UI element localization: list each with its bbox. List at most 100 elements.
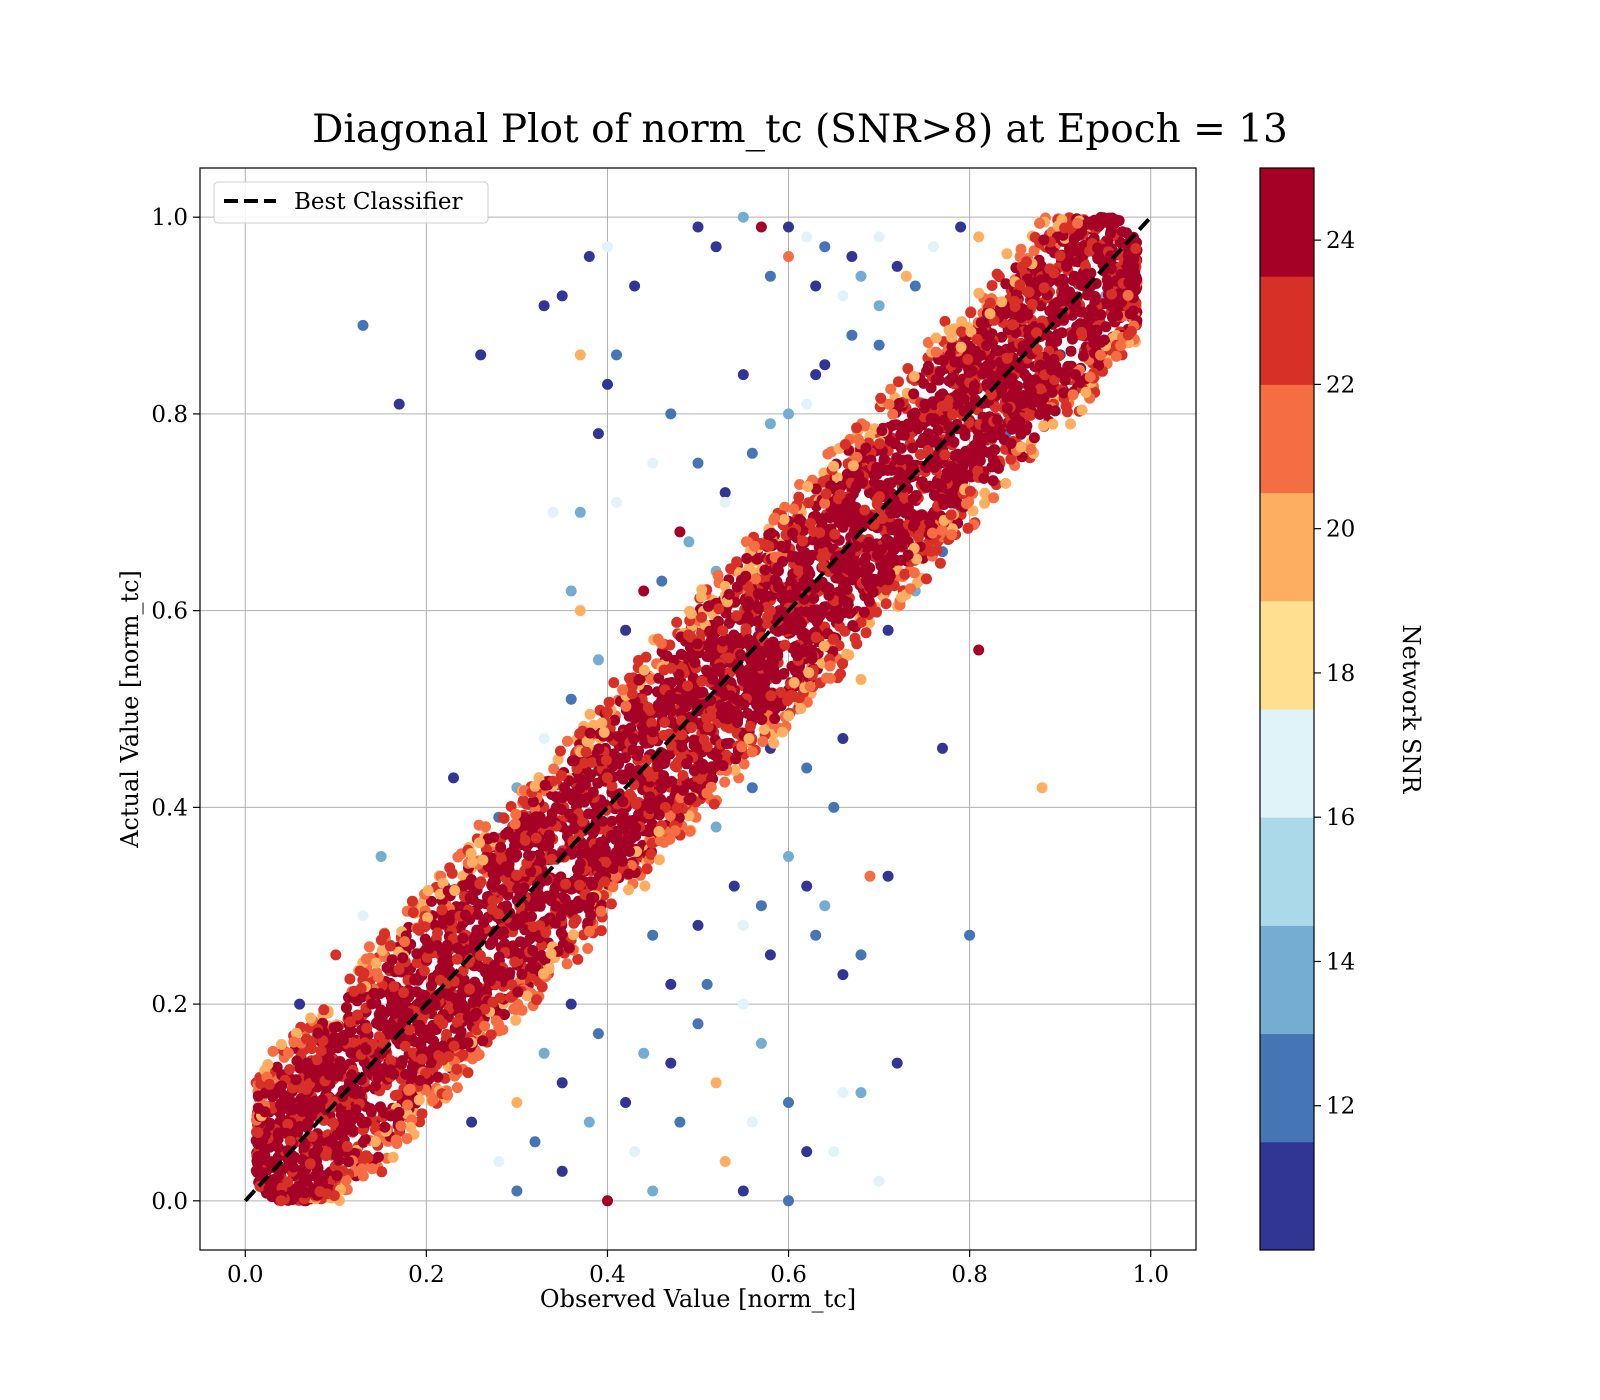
scatter-point: [692, 1018, 704, 1030]
scatter-point: [1060, 400, 1072, 412]
scatter-point: [810, 369, 822, 381]
scatter-point: [582, 917, 594, 929]
scatter-point: [717, 625, 729, 637]
scatter-point: [705, 710, 717, 722]
scatter-point: [561, 958, 573, 970]
scatter-point: [411, 948, 423, 960]
scatter-point: [895, 428, 907, 440]
scatter-point: [1023, 286, 1035, 298]
scatter-point: [384, 940, 396, 952]
scatter-point: [899, 530, 910, 542]
scatter-point: [1058, 387, 1070, 399]
scatter-point: [731, 556, 743, 568]
scatter-point: [745, 676, 757, 688]
scatter-point: [828, 1146, 840, 1158]
scatter-point: [620, 624, 632, 636]
scatter-point: [930, 346, 942, 358]
scatter-point: [587, 786, 599, 798]
scatter-point: [873, 1175, 885, 1187]
scatter-point: [737, 369, 749, 381]
scatter-point: [474, 878, 486, 890]
scatter-point: [331, 1170, 343, 1182]
scatter-point: [810, 483, 822, 495]
scatter-point: [455, 1026, 467, 1038]
scatter-point: [1121, 227, 1133, 239]
scatter-point: [622, 839, 634, 851]
scatter-point: [337, 1034, 349, 1046]
scatter-point: [516, 968, 528, 980]
scatter-point: [864, 617, 875, 629]
scatter-point: [783, 710, 795, 722]
scatter-point: [1031, 344, 1043, 355]
scatter-point: [332, 1141, 344, 1152]
scatter-point: [290, 1074, 302, 1086]
scatter-point: [653, 854, 665, 866]
scatter-point: [899, 568, 911, 580]
scatter-point: [477, 854, 489, 866]
scatter-point: [487, 881, 499, 893]
scatter-point: [835, 668, 846, 680]
scatter-point: [508, 1003, 520, 1015]
scatter-point: [965, 307, 977, 319]
scatter-point: [352, 1009, 363, 1021]
scatter-point: [973, 644, 985, 656]
scatter-point: [512, 986, 524, 998]
scatter-point: [583, 251, 595, 262]
scatter-point: [529, 1136, 541, 1148]
scatter-point: [981, 378, 993, 390]
scatter-point: [783, 251, 794, 262]
scatter-point: [697, 763, 709, 775]
scatter-point: [286, 1102, 298, 1114]
scatter-point: [810, 631, 822, 643]
scatter-point: [778, 514, 790, 525]
scatter-point: [769, 713, 781, 725]
scatter-point: [595, 925, 607, 937]
scatter-point: [446, 867, 458, 879]
scatter-point: [899, 493, 911, 504]
scatter-point: [1042, 404, 1054, 416]
scatter-point: [1034, 217, 1046, 229]
scatter-point: [490, 1015, 502, 1027]
scatter-point: [620, 700, 632, 712]
scatter-point: [873, 231, 885, 243]
scatter-point: [452, 1001, 464, 1013]
scatter-point: [931, 544, 943, 556]
scatter-point: [985, 389, 997, 401]
scatter-point: [855, 616, 867, 628]
scatter-point: [457, 965, 469, 977]
scatter-point: [707, 673, 719, 685]
scatter-point: [402, 1099, 414, 1111]
scatter-point: [737, 998, 749, 1010]
scatter-point: [1065, 418, 1076, 430]
scatter-point: [506, 849, 518, 861]
scatter-point: [791, 581, 803, 593]
scatter-point: [993, 271, 1005, 283]
scatter-point: [797, 535, 809, 547]
scatter-point: [518, 812, 530, 823]
scatter-point: [365, 1106, 377, 1118]
scatter-point: [921, 573, 932, 585]
scatter-point: [912, 531, 924, 543]
scatter-point: [755, 221, 767, 233]
scatter-point: [719, 496, 731, 508]
scatter-point: [393, 398, 405, 410]
scatter-point: [925, 382, 937, 394]
scatter-point: [462, 1067, 474, 1079]
scatter-point: [633, 654, 644, 666]
scatter-point: [804, 568, 816, 580]
scatter-point: [528, 963, 540, 974]
scatter-point: [609, 714, 621, 726]
scatter-point: [829, 510, 841, 521]
scatter-point: [893, 398, 905, 409]
scatter-point: [422, 885, 434, 896]
scatter-point: [891, 1057, 903, 1069]
scatter-point: [793, 491, 805, 503]
scatter-point: [556, 290, 568, 302]
scatter-point: [683, 536, 695, 548]
scatter-point: [368, 987, 380, 999]
scatter-point: [451, 1082, 463, 1094]
scatter-point: [504, 967, 516, 979]
scatter-point: [375, 1020, 386, 1032]
scatter-points: [250, 211, 1143, 1207]
scatter-point: [340, 1002, 352, 1014]
